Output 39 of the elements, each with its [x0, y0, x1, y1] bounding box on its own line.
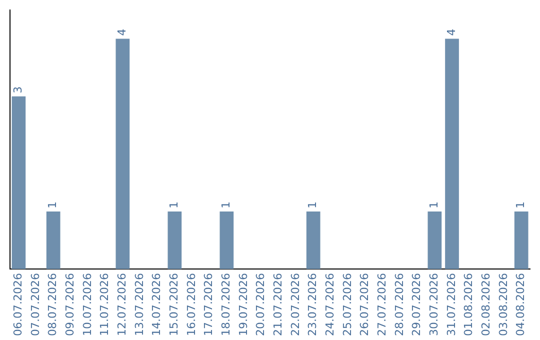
x-tick-label: 08.07.2026 — [46, 273, 60, 336]
x-tick-label: 21.07.2026 — [272, 273, 285, 336]
x-tick-label: 31.07.2026 — [444, 273, 458, 336]
x-tick-label: 18.07.2026 — [220, 273, 233, 336]
data-label: 1 — [46, 201, 60, 208]
data-label: 1 — [168, 201, 181, 208]
data-label: 4 — [116, 28, 129, 36]
x-tick-label: 07.07.2026 — [28, 273, 42, 336]
x-tick-label: 15.07.2026 — [168, 273, 181, 336]
x-tick-label: 28.07.2026 — [392, 273, 406, 336]
x-tick-label: 24.07.2026 — [324, 273, 337, 336]
x-tick-label: 30.07.2026 — [428, 273, 441, 336]
x-tick-label: 03.08.2026 — [496, 273, 510, 336]
x-tick-label: 04.08.2026 — [514, 273, 528, 336]
x-tick-label: 01.08.2026 — [462, 273, 476, 336]
x-tick-label: 19.07.2026 — [236, 273, 250, 336]
x-tick-label: 20.07.2026 — [254, 273, 268, 336]
x-tick-label: 25.07.2026 — [340, 273, 354, 336]
x-tick-label: 11.07.2026 — [98, 273, 112, 336]
x-tick-label: 17.07.2026 — [202, 273, 216, 336]
x-tick-label: 22.07.2026 — [288, 273, 302, 336]
data-label: 1 — [428, 201, 441, 208]
x-tick-label: 09.07.2026 — [64, 273, 77, 336]
x-tick-label: 10.07.2026 — [80, 273, 94, 336]
x-tick-label: 27.07.2026 — [376, 273, 389, 336]
x-tick-label: 12.07.2026 — [116, 273, 129, 336]
x-tick-label: 23.07.2026 — [306, 273, 320, 336]
data-label: 3 — [12, 86, 25, 94]
x-tick-label: 13.07.2026 — [132, 273, 146, 336]
x-tick-label: 02.08.2026 — [480, 273, 493, 336]
x-tick-label: 14.07.2026 — [150, 273, 164, 336]
data-label: 1 — [306, 201, 320, 208]
x-tick-label: 29.07.2026 — [410, 273, 424, 336]
x-tick-label: 16.07.2026 — [184, 273, 198, 336]
x-tick-label: 06.07.2026 — [12, 273, 25, 336]
data-label: 1 — [514, 201, 528, 208]
data-label: 1 — [220, 201, 233, 208]
x-tick-label: 26.07.2026 — [358, 273, 372, 336]
data-label: 4 — [444, 28, 458, 36]
